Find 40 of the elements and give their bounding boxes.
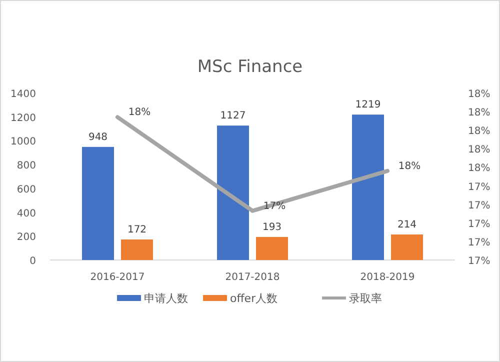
bar bbox=[82, 146, 114, 260]
bar bbox=[217, 126, 249, 260]
y2-tick-label: 18% bbox=[468, 108, 490, 119]
data-label: 1127 bbox=[220, 110, 246, 122]
y2-tick-label: 18% bbox=[468, 144, 490, 156]
data-label: 948 bbox=[88, 132, 108, 143]
x-tick-label: 2016-2017 bbox=[90, 272, 145, 283]
data-label: 18% bbox=[128, 107, 151, 118]
y-tick-label: 600 bbox=[16, 184, 36, 196]
x-tick-label: 2018-2019 bbox=[360, 272, 415, 283]
y2-tick-label: 18% bbox=[468, 163, 490, 174]
y2-tick-label: 17% bbox=[468, 218, 490, 230]
x-tick-label: 2017-2018 bbox=[225, 272, 280, 283]
data-label: 18% bbox=[398, 160, 421, 172]
y-tick-label: 1400 bbox=[10, 89, 36, 100]
legend-label: 录取率 bbox=[349, 292, 382, 305]
chart-title: MSc Finance bbox=[197, 57, 303, 77]
y2-tick-label: 18% bbox=[468, 89, 490, 100]
y-tick-label: 400 bbox=[16, 208, 36, 220]
y-tick-label: 200 bbox=[16, 232, 36, 244]
y2-tick-label: 17% bbox=[468, 200, 490, 212]
y2-tick-label: 18% bbox=[468, 126, 490, 138]
legend-label: offer人数 bbox=[230, 292, 278, 305]
y2-tick-label: 17% bbox=[468, 256, 490, 267]
legend-label: 申请人数 bbox=[144, 292, 188, 305]
bar bbox=[256, 236, 288, 260]
bar bbox=[121, 239, 153, 260]
bar bbox=[352, 114, 384, 260]
y-tick-label: 800 bbox=[16, 160, 36, 172]
data-label: 172 bbox=[127, 224, 147, 236]
y2-tick-label: 17% bbox=[468, 182, 490, 193]
data-label: 1219 bbox=[355, 100, 381, 111]
y-tick-label: 1200 bbox=[10, 112, 36, 124]
y2-tick-label: 17% bbox=[468, 237, 490, 248]
data-label: 214 bbox=[397, 219, 417, 230]
y-tick-label: 1000 bbox=[10, 136, 36, 148]
data-label: 193 bbox=[262, 222, 282, 233]
bar bbox=[391, 234, 423, 260]
data-label: 17% bbox=[263, 200, 286, 212]
y-tick-label: 0 bbox=[30, 256, 36, 267]
